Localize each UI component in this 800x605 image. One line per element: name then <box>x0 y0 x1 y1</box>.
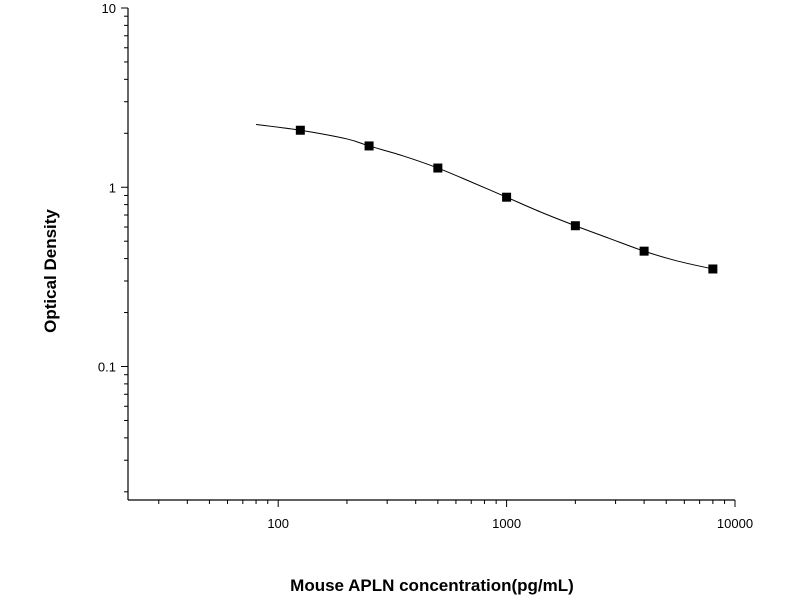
x-tick-label: 100 <box>267 516 289 531</box>
data-point <box>502 192 512 202</box>
axes <box>127 8 735 501</box>
y-tick-label: 1 <box>109 180 116 195</box>
y-tick-label: 10 <box>102 1 116 16</box>
data-point <box>295 125 305 135</box>
data-point <box>433 163 443 173</box>
data-point <box>570 221 580 231</box>
y-axis-title: Optical Density <box>41 209 60 333</box>
x-tick-label: 1000 <box>492 516 521 531</box>
ticks: 100 1000 10000 0.1 1 10 <box>98 1 753 531</box>
x-tick-label: 10000 <box>717 516 753 531</box>
data-points <box>295 125 718 274</box>
y-tick-label: 0.1 <box>98 360 116 375</box>
x-axis-title: Mouse APLN concentration(pg/mL) <box>290 576 574 595</box>
data-point <box>639 246 649 256</box>
data-point <box>364 141 374 151</box>
data-point <box>708 264 718 274</box>
